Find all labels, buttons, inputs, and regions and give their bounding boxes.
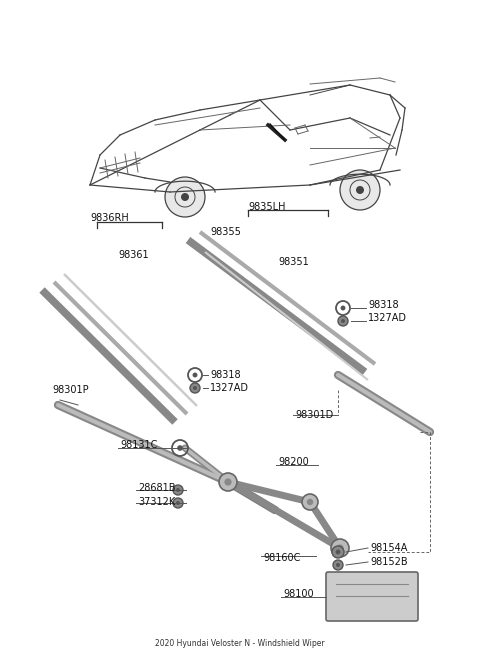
Circle shape: [341, 319, 345, 323]
Circle shape: [307, 499, 313, 505]
Circle shape: [302, 494, 318, 510]
Circle shape: [181, 193, 189, 201]
Text: 98100: 98100: [283, 589, 313, 599]
Text: 9835LH: 9835LH: [248, 202, 286, 212]
Circle shape: [176, 488, 180, 492]
Circle shape: [225, 478, 232, 485]
Circle shape: [338, 316, 348, 326]
Circle shape: [340, 170, 380, 210]
FancyBboxPatch shape: [326, 572, 418, 621]
Circle shape: [336, 563, 340, 567]
Text: 98361: 98361: [118, 250, 149, 260]
Text: 98152B: 98152B: [370, 557, 408, 567]
Text: 98318: 98318: [368, 300, 398, 310]
Text: 28681B: 28681B: [138, 483, 176, 493]
Circle shape: [173, 498, 183, 508]
Text: 1327AD: 1327AD: [368, 313, 407, 323]
Circle shape: [190, 383, 200, 393]
Circle shape: [177, 445, 183, 451]
Text: 98301P: 98301P: [52, 385, 89, 395]
Text: 98200: 98200: [278, 457, 309, 467]
Circle shape: [336, 544, 344, 552]
Circle shape: [340, 306, 346, 310]
Text: 98351: 98351: [278, 257, 309, 267]
Text: 98301D: 98301D: [295, 410, 333, 420]
Text: 98160C: 98160C: [263, 553, 300, 563]
Circle shape: [176, 501, 180, 505]
Text: 9836RH: 9836RH: [90, 213, 129, 223]
Text: 37312K: 37312K: [138, 497, 175, 507]
Circle shape: [356, 186, 364, 194]
Circle shape: [173, 485, 183, 495]
Circle shape: [219, 473, 237, 491]
Circle shape: [331, 539, 349, 557]
Circle shape: [332, 546, 344, 558]
Text: 1327AD: 1327AD: [210, 383, 249, 393]
Circle shape: [165, 177, 205, 217]
Text: 2020 Hyundai Veloster N - Windshield Wiper: 2020 Hyundai Veloster N - Windshield Wip…: [155, 639, 325, 648]
Text: 98131C: 98131C: [120, 440, 157, 450]
Text: 98154A: 98154A: [370, 543, 408, 553]
Circle shape: [333, 560, 343, 570]
Circle shape: [193, 386, 197, 390]
Text: 98355: 98355: [210, 227, 241, 237]
Circle shape: [192, 373, 197, 377]
Circle shape: [336, 550, 340, 554]
Text: 98318: 98318: [210, 370, 240, 380]
